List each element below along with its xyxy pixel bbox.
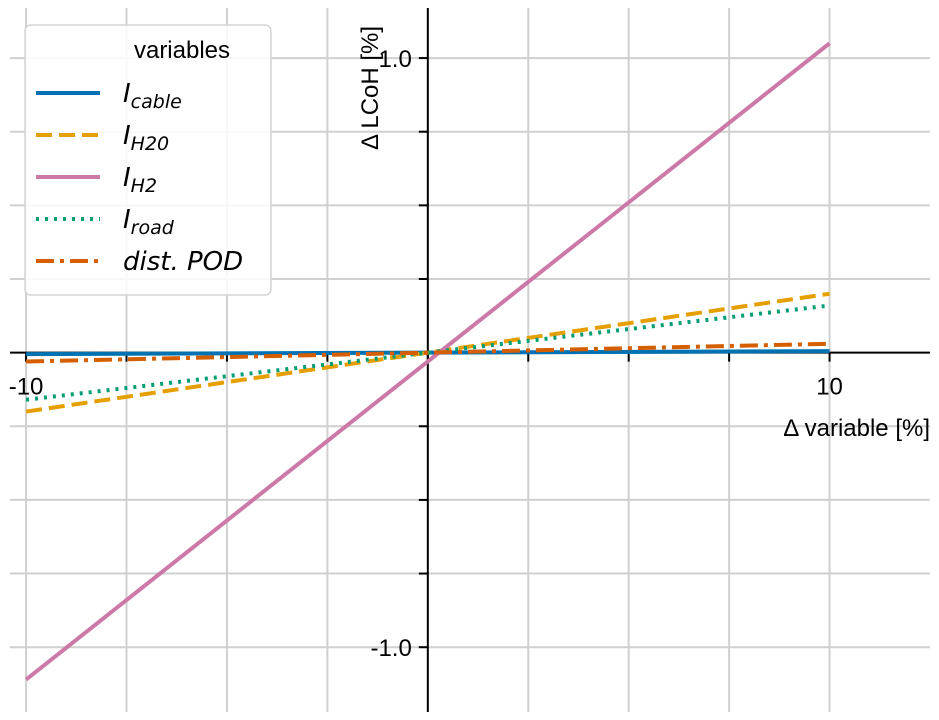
legend-label: IH20 bbox=[123, 121, 169, 155]
series-lines bbox=[24, 41, 831, 682]
y-tick-label: -1.0 bbox=[370, 635, 411, 662]
x-tick-label: 10 bbox=[816, 374, 843, 401]
x-axis-label: Δ variable [%] bbox=[783, 415, 930, 442]
legend-label: IH2 bbox=[123, 163, 157, 197]
legend: variables Icable IH20 IH2 Iroad dist. POD bbox=[24, 24, 272, 296]
series-line-dist-pod bbox=[26, 341, 830, 364]
series-line-i-h2 bbox=[24, 41, 831, 682]
y-axis-label: Δ LCoH [%] bbox=[357, 26, 384, 150]
tick-labels: -10 10 1.0 -1.0 bbox=[9, 46, 843, 662]
y-tick-label: 1.0 bbox=[378, 46, 411, 73]
legend-label: dist. POD bbox=[123, 247, 243, 277]
legend-title: variables bbox=[134, 37, 230, 64]
legend-label: Iroad bbox=[123, 205, 175, 239]
x-tick-label: -10 bbox=[9, 374, 44, 401]
legend-label: Icable bbox=[123, 79, 182, 113]
